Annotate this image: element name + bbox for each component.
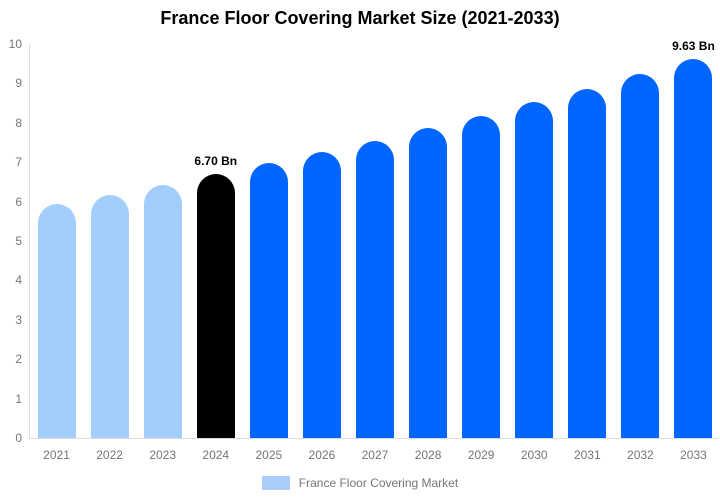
x-tick-label: 2023 (149, 448, 177, 462)
x-tick-label: 2031 (573, 448, 601, 462)
x-tick-label: 2030 (520, 448, 548, 462)
x-tick-label: 2029 (467, 448, 495, 462)
bar-2025[interactable] (249, 163, 288, 438)
y-tick-label: 10 (8, 37, 22, 51)
bar-2030[interactable] (515, 102, 554, 438)
y-tick-label: 2 (15, 352, 22, 367)
bar-2027[interactable] (356, 140, 394, 438)
y-tick-label: 3 (15, 312, 22, 327)
y-tick-label: 5 (15, 234, 22, 248)
x-tick-label: 2025 (255, 448, 283, 462)
y-tick-label: 4 (15, 273, 22, 288)
y-tick-label: 7 (15, 155, 22, 170)
x-tick-label: 2021 (43, 448, 70, 462)
bar-2022[interactable] (90, 194, 129, 438)
bar-2021[interactable] (37, 203, 76, 438)
x-tick-label: 2032 (627, 448, 654, 462)
y-tick-label: 0 (15, 431, 22, 445)
bar-2029[interactable] (462, 115, 501, 438)
legend-label: France Floor Covering Market (298, 476, 459, 490)
y-axis-line (29, 44, 30, 438)
bar-2026[interactable] (302, 151, 341, 438)
x-tick-label: 2026 (308, 448, 336, 462)
x-tick-label: 2028 (414, 448, 442, 462)
bar-2028[interactable] (409, 128, 448, 438)
bar-2031[interactable] (568, 88, 607, 438)
y-tick-label: 6 (15, 194, 22, 209)
x-tick-label: 2033 (680, 448, 707, 462)
legend-swatch-icon (261, 476, 290, 490)
legend[interactable]: France Floor Covering Market (0, 473, 720, 493)
value-label-2033: 9.63 Bn (672, 38, 715, 53)
x-axis-line (29, 438, 718, 439)
bar-2033[interactable] (674, 58, 713, 438)
bar-2024[interactable] (196, 174, 235, 438)
y-tick-label: 1 (15, 391, 22, 406)
chart-title: France Floor Covering Market Size (2021-… (160, 8, 560, 28)
x-tick-label: 2027 (361, 448, 389, 462)
x-tick-label: 2022 (96, 448, 123, 462)
bar-2023[interactable] (143, 184, 182, 438)
y-tick-label: 8 (15, 115, 22, 130)
x-tick-label: 2024 (202, 448, 230, 462)
y-tick-label: 9 (15, 76, 22, 91)
bar-2032[interactable] (621, 73, 660, 438)
value-label-2024: 6.70 Bn (194, 154, 238, 169)
